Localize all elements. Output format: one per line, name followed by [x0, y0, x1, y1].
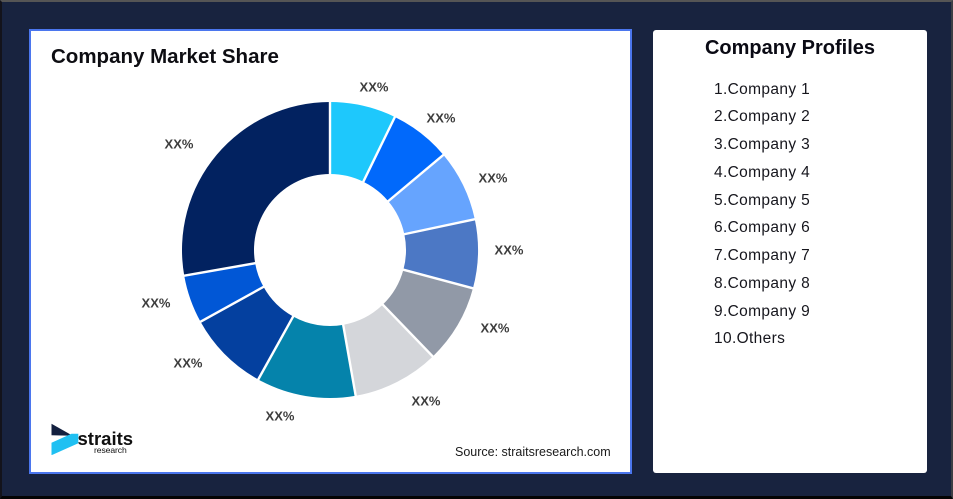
svg-text:research: research	[94, 445, 127, 455]
svg-text:straits: straits	[78, 428, 134, 449]
